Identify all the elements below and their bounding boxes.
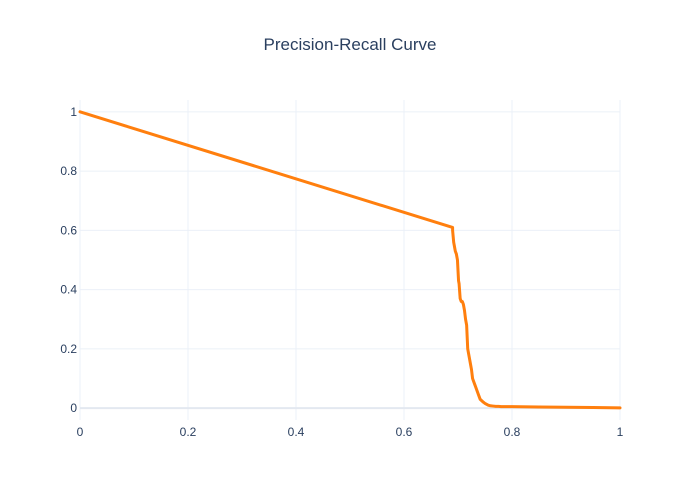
y-tick-label: 0.6: [60, 223, 77, 237]
chart-title: Precision-Recall Curve: [264, 35, 437, 54]
series-layer: [78, 110, 622, 410]
y-tick-label: 0: [70, 401, 77, 415]
x-axis-ticks: 0 0.2 0.4 0.6 0.8 1: [77, 425, 624, 439]
y-tick-label: 0.4: [60, 283, 77, 297]
x-tick-label: 0.6: [396, 425, 413, 439]
x-tick-label: 1: [617, 425, 624, 439]
y-tick-label: 0.8: [60, 164, 77, 178]
x-tick-label: 0.4: [288, 425, 305, 439]
x-tick-label: 0.8: [504, 425, 521, 439]
x-gridlines: [79, 100, 621, 420]
y-tick-label: 1: [70, 105, 77, 119]
y-axis-ticks: 0 0.2 0.4 0.6 0.8 1: [60, 105, 77, 415]
y-tick-label: 0.2: [60, 342, 77, 356]
x-tick-label: 0: [77, 425, 84, 439]
series-line: [78, 110, 622, 410]
x-tick-label: 0.2: [180, 425, 197, 439]
